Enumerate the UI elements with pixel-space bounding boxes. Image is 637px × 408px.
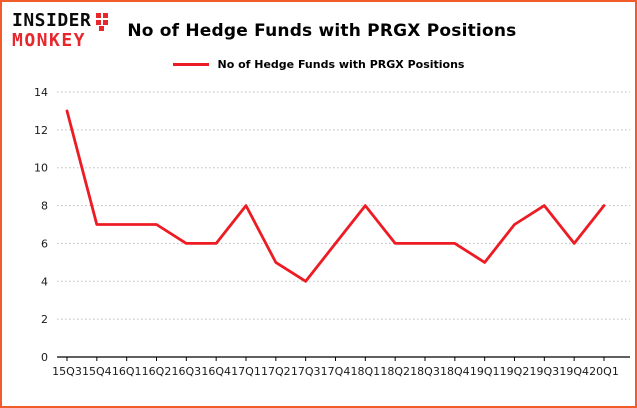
x-tick-label: 19Q1 xyxy=(470,365,500,378)
y-tick-label: 12 xyxy=(34,124,48,137)
chart-title: No of Hedge Funds with PRGX Positions xyxy=(127,20,517,41)
x-tick-label: 17Q4 xyxy=(321,365,351,378)
series-line xyxy=(65,109,606,283)
x-tick-label: 19Q3 xyxy=(530,365,560,378)
x-tick-label: 18Q2 xyxy=(380,365,410,378)
header: INSIDER MONKEY No of Hedge Funds with PR… xyxy=(10,8,627,54)
x-tick-label: 17Q3 xyxy=(291,365,321,378)
chart-legend: No of Hedge Funds with PRGX Positions xyxy=(2,58,635,71)
x-tick-label: 16Q3 xyxy=(172,365,202,378)
logo-text-insider: INSIDER xyxy=(12,10,92,31)
y-tick-label: 0 xyxy=(41,351,48,364)
y-tick-label: 10 xyxy=(34,162,48,175)
x-tick-label: 17Q2 xyxy=(261,365,291,378)
x-tick-label: 17Q1 xyxy=(231,365,261,378)
x-tick-label: 19Q2 xyxy=(500,365,530,378)
x-tick-label: 19Q4 xyxy=(559,365,589,378)
legend-line-swatch xyxy=(172,63,209,66)
logo-top-row: INSIDER xyxy=(12,11,109,31)
y-tick-label: 8 xyxy=(41,200,48,213)
insider-monkey-logo: INSIDER MONKEY xyxy=(10,8,115,54)
x-tick-label: 15Q4 xyxy=(82,365,112,378)
x-tick-label: 16Q4 xyxy=(201,365,231,378)
legend-label: No of Hedge Funds with PRGX Positions xyxy=(217,58,465,71)
monkey-pixel-icon xyxy=(96,13,102,19)
x-tick-label: 15Q3 xyxy=(52,365,82,378)
y-tick-label: 2 xyxy=(41,313,48,326)
y-tick-label: 14 xyxy=(34,86,48,99)
x-tick-label: 18Q3 xyxy=(410,365,440,378)
x-tick-label: 18Q4 xyxy=(440,365,470,378)
x-tick-label: 16Q2 xyxy=(142,365,172,378)
y-tick-label: 4 xyxy=(41,275,48,288)
x-tick-label: 16Q1 xyxy=(112,365,142,378)
y-tick-label: 6 xyxy=(41,237,48,250)
x-tick-label: 20Q1 xyxy=(589,365,619,378)
logo-text-monkey: MONKEY xyxy=(12,29,87,51)
x-tick-label: 18Q1 xyxy=(351,365,381,378)
